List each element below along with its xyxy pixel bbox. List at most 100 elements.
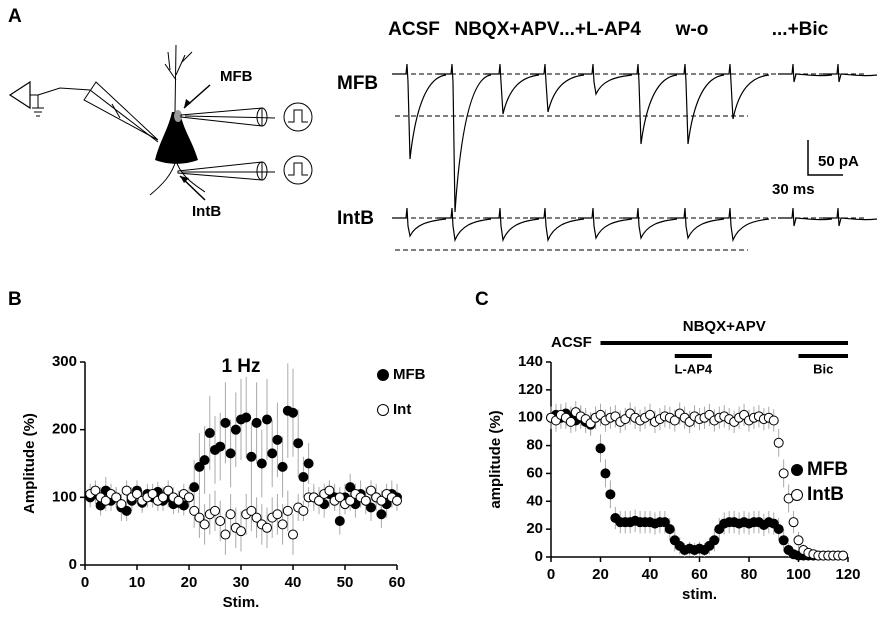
x-tick-label: 10 [129, 574, 146, 591]
trace [578, 207, 678, 241]
data-point [262, 522, 272, 533]
legend-label: Int [393, 401, 411, 418]
data-point [664, 524, 675, 535]
x-tick-label: 0 [547, 566, 555, 583]
row-label: MFB [337, 73, 378, 94]
trace [485, 207, 585, 243]
data-point [189, 482, 200, 493]
x-tick-label: 20 [592, 566, 609, 583]
trace [670, 207, 770, 243]
cell-label: MFB [220, 68, 253, 85]
data-point [215, 516, 226, 527]
data-point [173, 495, 184, 506]
period-label: NBQX+APV [683, 318, 766, 335]
data-point [220, 417, 231, 428]
data-point [605, 489, 616, 500]
data-point [360, 495, 371, 506]
data-point [230, 424, 241, 435]
data-point [366, 485, 376, 496]
trace [578, 63, 678, 145]
x-tick-label: 0 [81, 574, 89, 591]
data-point [768, 415, 779, 426]
y-axis-label: amplitude (%) [487, 410, 504, 508]
data-point [793, 535, 804, 546]
data-point [288, 407, 298, 418]
y-tick-label: 0 [535, 548, 543, 565]
data-point [709, 535, 720, 546]
data-point [116, 499, 127, 510]
trace [670, 63, 770, 145]
data-point [246, 505, 257, 516]
data-point [595, 443, 606, 454]
y-tick-label: 100 [52, 488, 77, 505]
data-point [773, 437, 784, 448]
data-point [298, 505, 309, 516]
trace [778, 63, 878, 83]
y-tick-label: 20 [526, 520, 543, 537]
data-point [262, 414, 272, 425]
x-tick-label: 60 [389, 574, 406, 591]
scale-label: 50 pA [818, 153, 859, 170]
data-point [778, 468, 789, 479]
data-point [366, 502, 376, 513]
scale-label: 30 ms [772, 181, 815, 198]
data-point [277, 461, 288, 472]
data-point [376, 509, 387, 520]
data-point [163, 485, 174, 496]
legend-marker [791, 489, 803, 501]
data-point [194, 461, 205, 472]
trace [485, 63, 585, 115]
data-point [788, 517, 799, 528]
data-point [199, 455, 210, 466]
x-tick-label: 120 [835, 566, 860, 583]
panel-letter: A [8, 6, 22, 27]
data-point [345, 482, 356, 493]
trace [392, 63, 492, 213]
x-tick-label: 20 [181, 574, 198, 591]
row-label: IntB [337, 208, 374, 229]
traces [392, 63, 878, 251]
condition-label: ACSF [551, 334, 592, 351]
data-point [314, 495, 324, 506]
data-point [282, 505, 293, 516]
data-point [121, 485, 132, 496]
x-tick-label: 40 [285, 574, 302, 591]
data-point [256, 458, 267, 469]
data-point [225, 448, 236, 459]
y-tick-label: 200 [52, 421, 77, 438]
trace [392, 207, 492, 243]
y-tick-label: 80 [526, 437, 543, 454]
period-label: Bic [813, 361, 833, 376]
cell-label: IntB [192, 203, 221, 220]
data-point [272, 509, 283, 520]
period-label: L-AP4 [675, 361, 713, 376]
data-point [778, 535, 789, 546]
data-point [324, 485, 335, 496]
data-point [376, 495, 387, 506]
y-tick-label: 300 [52, 353, 77, 370]
data-point [659, 517, 670, 528]
data-point [215, 441, 226, 452]
x-axis-label: stim. [682, 586, 717, 603]
legend-marker [791, 464, 803, 476]
data-point [303, 458, 314, 469]
data-point [334, 492, 345, 503]
data-point [225, 509, 236, 520]
x-tick-label: 60 [691, 566, 708, 583]
data-point [220, 529, 231, 540]
y-tick-label: 60 [526, 464, 543, 481]
data-point [236, 526, 246, 537]
data-point [251, 417, 262, 428]
chart-title: 1 Hz [221, 356, 260, 377]
data-point [645, 409, 655, 420]
data-point [241, 412, 252, 423]
data-point [121, 505, 132, 516]
y-tick-label: 140 [518, 353, 543, 370]
data-point [189, 505, 200, 516]
scale-bar [807, 140, 843, 176]
legend-marker [377, 369, 389, 381]
data-point [298, 472, 309, 483]
condition-label: NBQX+APV [454, 19, 559, 40]
data-point [210, 505, 220, 516]
